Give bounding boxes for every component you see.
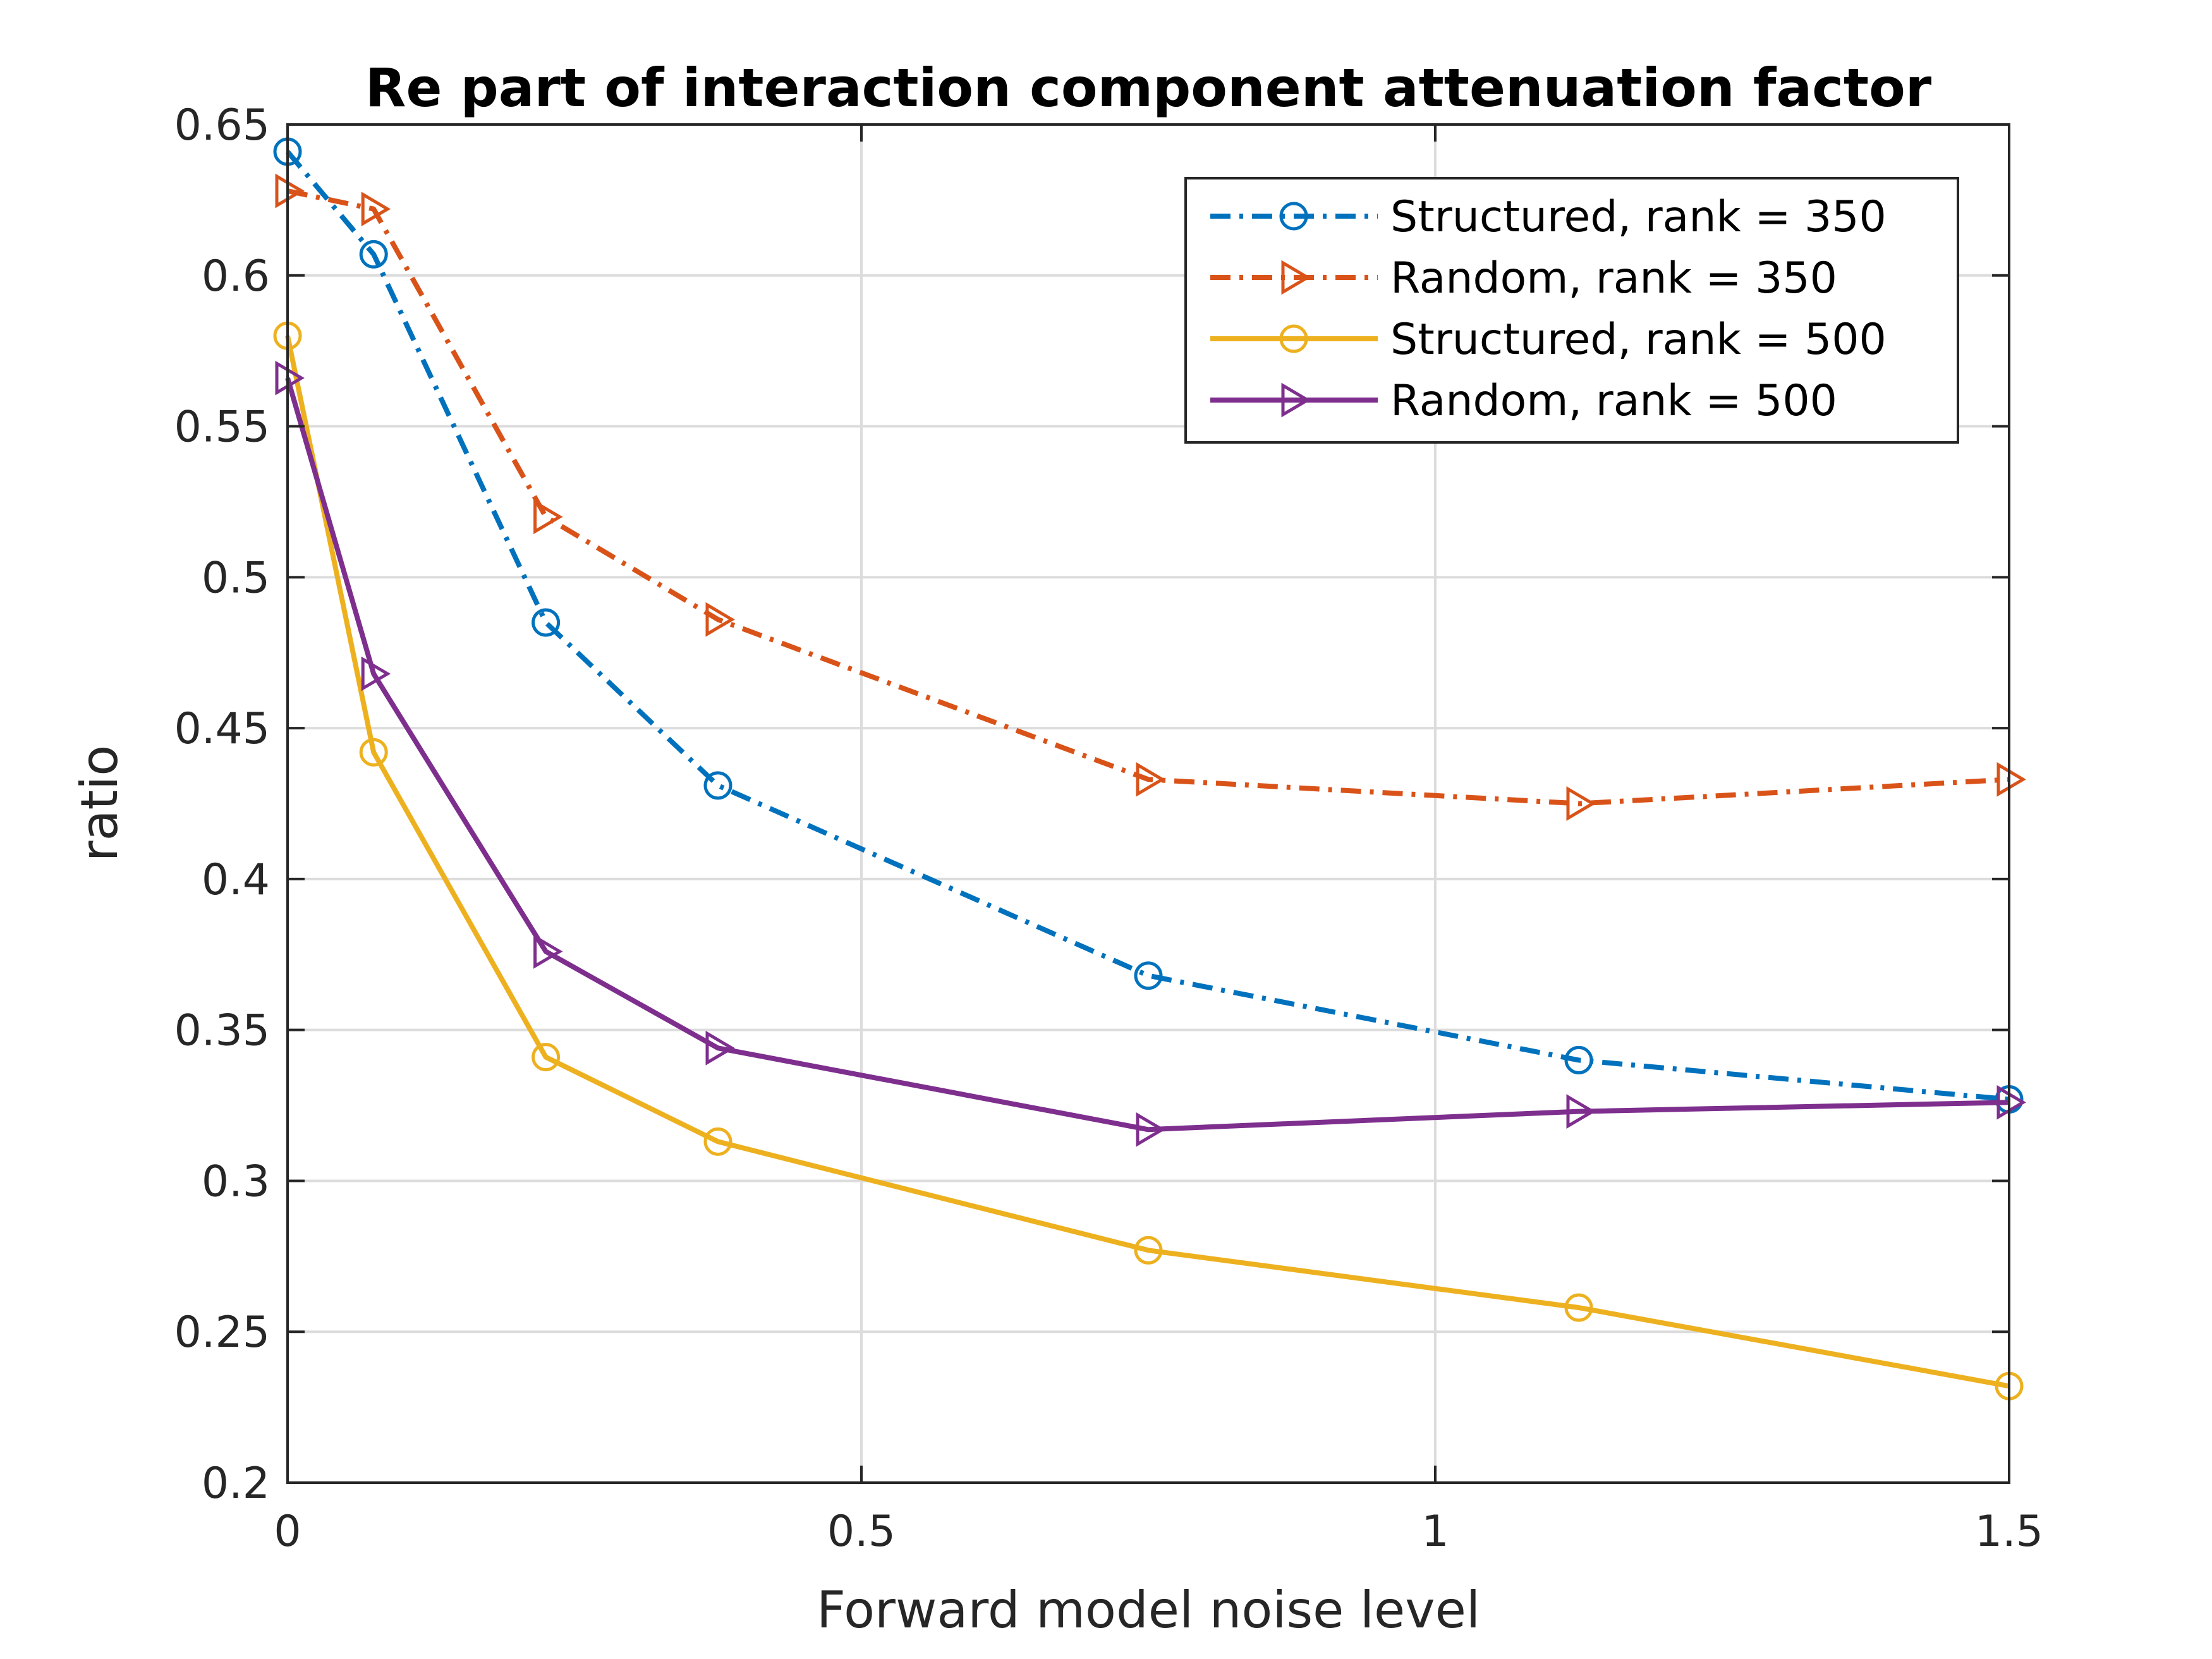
data-point <box>533 934 563 969</box>
data-point <box>1566 1094 1596 1129</box>
data-point <box>361 191 391 227</box>
data-point <box>1564 1293 1593 1322</box>
data-point <box>1136 1112 1165 1147</box>
x-axis-label: Forward model noise level <box>817 1581 1480 1639</box>
data-point <box>532 1043 561 1072</box>
data-point <box>359 240 388 269</box>
x-tick-label: 1 <box>1421 1507 1449 1557</box>
data-point <box>703 771 732 800</box>
legend-swatch-marker <box>1279 202 1308 231</box>
data-point <box>1564 1045 1593 1074</box>
data-point <box>359 738 388 767</box>
y-tick-label: 0.55 <box>174 403 270 453</box>
data-point <box>1566 786 1596 821</box>
chart-title: Re part of interaction component attenua… <box>365 57 1932 119</box>
x-tick-label: 1.5 <box>1975 1507 2043 1557</box>
x-tick-label: 0.5 <box>827 1507 896 1557</box>
legend-swatch-marker <box>1279 324 1308 353</box>
data-point <box>361 656 391 691</box>
plot-frame <box>286 123 2010 1484</box>
legend-swatch-marker <box>1281 382 1311 418</box>
data-point <box>1134 961 1163 990</box>
legend-entry-label: Structured, rank = 350 <box>1390 192 1887 242</box>
data-point <box>533 499 563 535</box>
y-tick-label: 0.45 <box>174 704 270 754</box>
data-point <box>275 360 305 396</box>
data-point <box>705 602 735 637</box>
series-line <box>285 377 2010 1133</box>
data-point <box>532 608 561 637</box>
legend-entry-label: Structured, rank = 500 <box>1390 315 1887 365</box>
data-point <box>1136 762 1165 797</box>
legend-entry-label: Random, rank = 500 <box>1390 376 1837 426</box>
legend: Structured, rank = 350 Random, rank = 350… <box>1184 177 1959 444</box>
y-tick-label: 0.4 <box>202 855 270 905</box>
data-point <box>703 1127 732 1156</box>
series-line <box>287 188 2010 806</box>
y-tick-label: 0.6 <box>202 252 270 301</box>
y-tick-label: 0.2 <box>202 1459 270 1509</box>
data-point <box>1996 762 2026 797</box>
ticks: 0 0.5 1 1.5 0.2 0.25 0.3 0.35 0.4 0.45 0.5 0.55 0.6 0… <box>174 100 2043 1557</box>
y-axis-label: ratio <box>70 745 129 861</box>
y-tick-label: 0.25 <box>174 1308 270 1358</box>
y-tick-label: 0.65 <box>174 100 270 150</box>
x-tick-label: 0 <box>274 1507 301 1557</box>
y-tick-label: 0.5 <box>202 553 270 603</box>
series-4 <box>275 360 2026 1147</box>
data-point <box>1134 1236 1163 1265</box>
data-point <box>705 1030 735 1066</box>
legend-swatch-marker <box>1281 260 1311 295</box>
series-2 <box>275 173 2026 821</box>
y-tick-label: 0.3 <box>202 1157 270 1206</box>
series-line <box>285 150 2010 1102</box>
data-point <box>1996 1085 2026 1120</box>
y-tick-label: 0.35 <box>174 1006 270 1056</box>
data-point <box>275 173 305 209</box>
series-line <box>285 335 2010 1389</box>
legend-entry-label: Random, rank = 350 <box>1390 253 1837 303</box>
